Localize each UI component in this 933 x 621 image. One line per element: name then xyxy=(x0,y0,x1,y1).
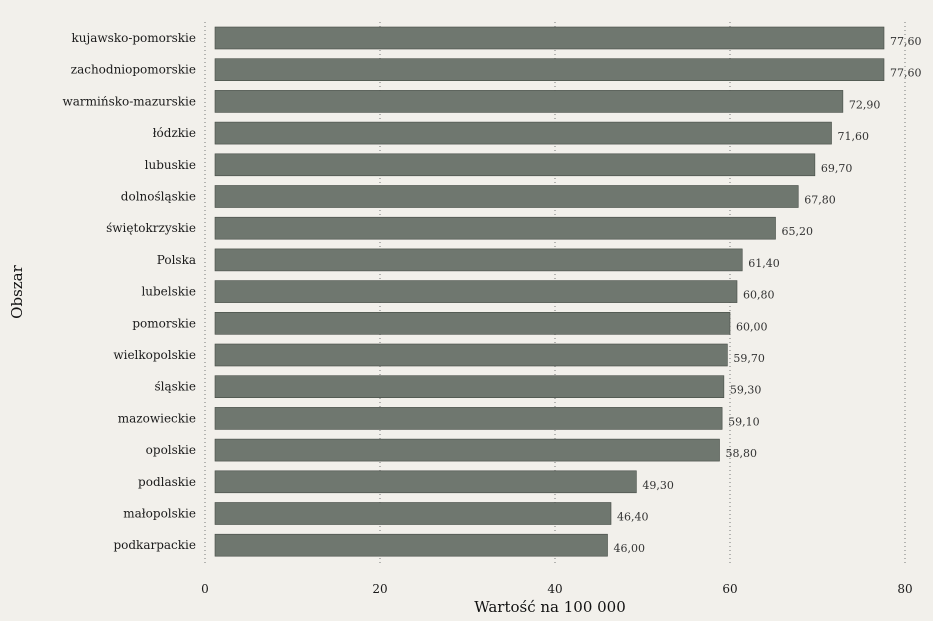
value-label: 46,40 xyxy=(617,511,649,524)
value-label: 69,70 xyxy=(821,162,853,175)
category-label: podkarpackie xyxy=(113,538,196,552)
value-label: 77,60 xyxy=(890,67,922,80)
bar xyxy=(214,470,637,494)
value-label: 59,10 xyxy=(728,415,760,428)
category-label: pomorskie xyxy=(132,316,196,330)
value-label: 61,40 xyxy=(748,257,780,270)
category-label: łódzkie xyxy=(153,126,196,140)
category-label: kujawsko-pomorskie xyxy=(72,31,196,45)
bar xyxy=(214,216,776,240)
category-label: śląskie xyxy=(154,380,196,394)
bar xyxy=(214,121,832,145)
bar xyxy=(214,26,885,50)
category-label: świętokrzyskie xyxy=(106,221,196,235)
x-tick-label: 0 xyxy=(201,582,209,596)
bar xyxy=(214,248,743,272)
value-label: 60,00 xyxy=(736,320,768,333)
value-labels: 77,60 77,60 72,90 71,60 69,70 67,80 65,20 61,40… xyxy=(614,35,922,555)
bar xyxy=(214,502,612,525)
category-label: lubelskie xyxy=(141,285,196,299)
category-label: podlaskie xyxy=(138,475,196,489)
y-axis-title: Obszar xyxy=(8,264,26,318)
category-label: zachodniopomorskie xyxy=(71,63,196,77)
category-label: małopolskie xyxy=(123,507,196,521)
bar xyxy=(214,90,844,113)
bar xyxy=(214,280,738,303)
value-label: 60,80 xyxy=(743,289,775,302)
value-label: 58,80 xyxy=(726,447,758,460)
value-label: 71,60 xyxy=(838,130,870,143)
category-label: dolnośląskie xyxy=(121,190,196,204)
x-tick-label: 60 xyxy=(722,582,737,596)
bar xyxy=(214,58,885,82)
value-label: 67,80 xyxy=(804,194,836,207)
category-label: mazowieckie xyxy=(118,411,196,425)
x-tick-labels: 0 20 40 60 80 xyxy=(201,582,912,596)
category-label: wielkopolskie xyxy=(113,348,196,362)
x-tick-label: 20 xyxy=(372,582,387,596)
category-labels: kujawsko-pomorskie zachodniopomorskie warm… xyxy=(62,31,196,552)
bar xyxy=(214,185,799,208)
bar xyxy=(214,407,723,430)
category-label: lubuskie xyxy=(145,158,196,172)
bars xyxy=(214,26,885,557)
x-tick-label: 80 xyxy=(897,582,912,596)
bar xyxy=(214,438,720,462)
bar xyxy=(214,311,731,335)
value-label: 46,00 xyxy=(614,542,646,555)
value-label: 72,90 xyxy=(849,98,881,111)
category-label: warmińsko-mazurskie xyxy=(62,94,196,108)
value-label: 59,70 xyxy=(733,352,765,365)
category-label: Polska xyxy=(157,253,196,267)
value-label: 49,30 xyxy=(642,479,674,492)
x-tick-label: 40 xyxy=(547,582,562,596)
value-label: 77,60 xyxy=(890,35,922,48)
value-label: 59,30 xyxy=(730,384,762,397)
bar xyxy=(214,153,816,177)
x-axis-title: Wartość na 100 000 xyxy=(474,598,626,616)
value-label: 65,20 xyxy=(782,225,814,238)
bar xyxy=(214,343,728,367)
category-label: opolskie xyxy=(146,443,196,457)
bar xyxy=(214,375,725,399)
bar xyxy=(214,533,608,557)
